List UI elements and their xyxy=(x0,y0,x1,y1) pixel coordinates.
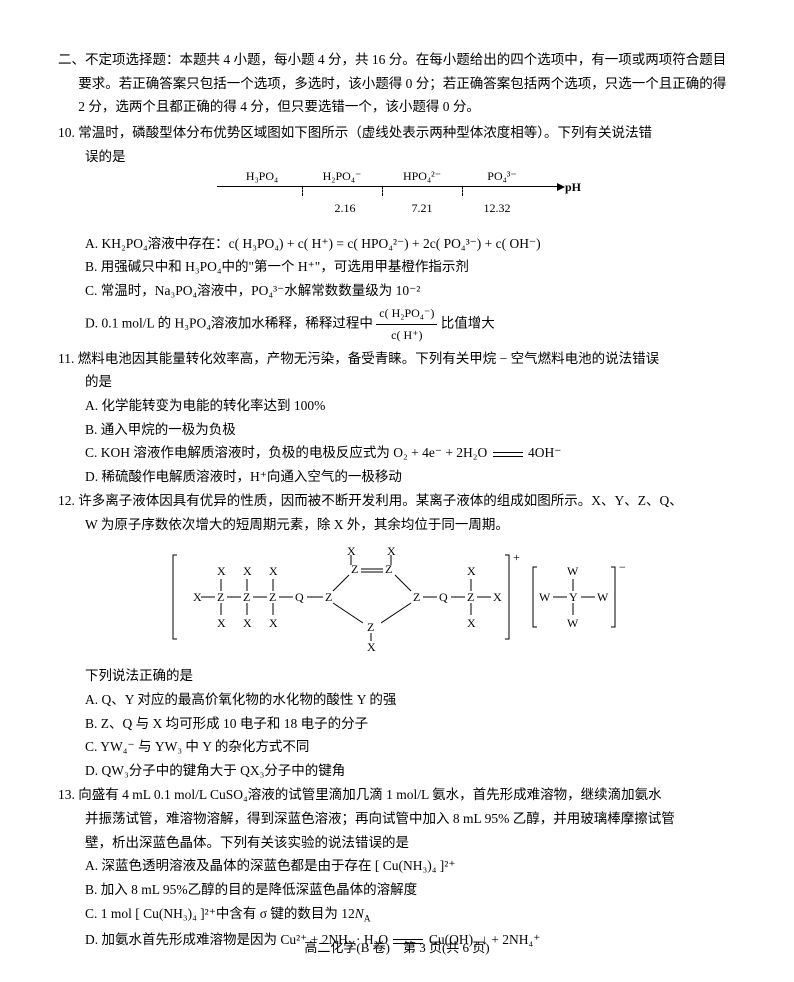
q13-stem-line1: 13. 向盛有 4 mL 0.1 mol/L CuSO₄溶液的试管里滴加几滴 1… xyxy=(58,783,736,807)
svg-text:X: X xyxy=(217,616,226,630)
question-11: 11. 燃料电池因其能量转化效率高，产物无污染，备受青睐。下列有关甲烷 − 空气… xyxy=(58,347,736,489)
svg-text:Z: Z xyxy=(243,590,250,604)
avogadro-a: A xyxy=(364,914,371,924)
q10-d-den: c( H⁺) xyxy=(376,325,437,346)
q11-option-b: B. 通入甲烷的一极为负极 xyxy=(58,418,736,442)
q10-stem-line1: 10. 常温时，磷酸型体分布优势区域图如下图所示（虚线处表示两种型体浓度相等）。… xyxy=(58,121,736,145)
q11-stem-line1: 11. 燃料电池因其能量转化效率高，产物无污染，备受青睐。下列有关甲烷 − 空气… xyxy=(58,347,736,371)
ph-tick-1: 7.21 xyxy=(412,198,433,219)
q12-option-a: A. Q、Y 对应的最高价氧化物的水化物的酸性 Y 的强 xyxy=(58,688,736,712)
q11-c-post: 4OH⁻ xyxy=(525,445,562,460)
q10-option-d: D. 0.1 mol/L 的 H₃PO₄溶液加水稀释，稀释过程中 c( H₂PO… xyxy=(58,303,736,346)
svg-text:X: X xyxy=(493,590,502,604)
svg-text:Q: Q xyxy=(439,590,448,604)
svg-text:Z: Z xyxy=(467,590,474,604)
svg-text:+: + xyxy=(513,550,520,564)
q13-stem-line3: 壁，析出深蓝色晶体。下列有关该实验的说法错误的是 xyxy=(58,831,736,855)
svg-text:X: X xyxy=(467,616,476,630)
svg-text:Y: Y xyxy=(569,590,578,604)
ph-species-2: HPO₄²⁻ xyxy=(403,166,441,187)
q13-option-b: B. 加入 8 mL 95%乙醇的目的是降低深蓝色晶体的溶解度 xyxy=(58,878,736,902)
svg-text:Z: Z xyxy=(269,590,276,604)
q12-options-head: 下列说法正确的是 xyxy=(58,664,736,688)
svg-text:Z: Z xyxy=(217,590,224,604)
q10-d-num: c( H₂PO₄⁻) xyxy=(376,303,437,325)
svg-text:X: X xyxy=(243,564,252,578)
q12-stem-line2: W 为原子序数依次增大的短周期元素，除 X 外，其余均位于同一周期。 xyxy=(58,513,736,537)
q12-option-d: D. QW₃分子中的键角大于 QX₃分子中的键角 xyxy=(58,759,736,783)
question-13: 13. 向盛有 4 mL 0.1 mol/L CuSO₄溶液的试管里滴加几滴 1… xyxy=(58,783,736,951)
page-footer: 高二化学(B 卷) 第 3 页(共 6 页) xyxy=(0,937,794,960)
svg-text:W: W xyxy=(567,616,579,630)
q10-d-pre: D. 0.1 mol/L 的 H₃PO₄溶液加水稀释，稀释过程中 xyxy=(85,315,376,330)
svg-text:Z: Z xyxy=(325,590,332,604)
section-header: 二、不定项选择题：本题共 4 小题，每小题 4 分，共 16 分。在每小题给出的… xyxy=(58,48,736,119)
q11-option-a: A. 化学能转变为电能的转化率达到 100% xyxy=(58,394,736,418)
ph-species-0: H₃PO₄ xyxy=(246,166,278,187)
svg-text:W: W xyxy=(539,590,551,604)
ionic-liquid-structure: + X Z X X Z X X Z X X Q xyxy=(167,543,627,651)
svg-text:Z: Z xyxy=(413,590,420,604)
ph-label: pH xyxy=(565,177,581,198)
svg-text:W: W xyxy=(567,564,579,578)
ph-species-3: PO₄³⁻ xyxy=(487,166,516,187)
question-12: 12. 许多离子液体因具有优异的性质，因而被不断开发利用。某离子液体的组成如图所… xyxy=(58,489,736,782)
svg-text:W: W xyxy=(597,590,609,604)
svg-text:X: X xyxy=(467,564,476,578)
svg-text:X: X xyxy=(243,616,252,630)
q11-option-d: D. 稀硫酸作电解质溶液时，H⁺向通入空气的一极移动 xyxy=(58,465,736,489)
q10-option-a: A. KH₂PO₄溶液中存在：c( H₃PO₄) + c( H⁺) = c( H… xyxy=(58,232,736,256)
question-10: 10. 常温时，磷酸型体分布优势区域图如下图所示（虚线处表示两种型体浓度相等）。… xyxy=(58,121,736,346)
q10-d-post: 比值增大 xyxy=(441,315,495,330)
q10-stem-line2: 误的是 xyxy=(58,145,736,169)
q11-c-pre: C. KOH 溶液作电解质溶液时，负极的电极反应式为 O₂ + 4e⁻ + 2H… xyxy=(85,445,491,460)
q12-option-c: C. YW₄⁻ 与 YW₃ 中 Y 的杂化方式不同 xyxy=(58,735,736,759)
avogadro-n: N xyxy=(355,906,364,921)
svg-text:X: X xyxy=(367,640,376,651)
svg-text:X: X xyxy=(269,616,278,630)
q11-stem-line2: 的是 xyxy=(58,370,736,394)
ph-species-1: H₂PO₄⁻ xyxy=(323,166,362,187)
q12-structure-diagram: + X Z X X Z X X Z X X Q xyxy=(58,543,736,659)
svg-text:X: X xyxy=(269,564,278,578)
q10-d-fraction: c( H₂PO₄⁻) c( H⁺) xyxy=(376,303,437,346)
svg-text:Z: Z xyxy=(351,562,358,576)
q12-stem-line1: 12. 许多离子液体因具有优异的性质，因而被不断开发利用。某离子液体的组成如图所… xyxy=(58,489,736,513)
svg-text:X: X xyxy=(347,544,356,558)
q10-option-b: B. 用强碱只中和 H₃PO₄中的"第一个 H⁺"，可选用甲基橙作指示剂 xyxy=(58,255,736,279)
ph-tick-2: 12.32 xyxy=(484,198,511,219)
svg-text:Q: Q xyxy=(295,590,304,604)
svg-text:X: X xyxy=(193,590,202,604)
q12-option-b: B. Z、Q 与 X 均可形成 10 电子和 18 电子的分子 xyxy=(58,712,736,736)
q13-option-c: C. 1 mol [ Cu(NH₃)₄ ]²⁺中含有 σ 键的数目为 12NA xyxy=(58,902,736,928)
svg-text:−: − xyxy=(619,560,626,574)
q10-option-c: C. 常温时，Na₃PO₄溶液中，PO₄³⁻水解常数数量级为 10⁻² xyxy=(58,279,736,303)
svg-text:X: X xyxy=(217,564,226,578)
q13-stem-line2: 并振荡试管，难溶物溶解，得到深蓝色溶液；再向试管中加入 8 mL 95% 乙醇，… xyxy=(58,807,736,831)
ph-tick-0: 2.16 xyxy=(335,198,356,219)
svg-text:X: X xyxy=(387,544,396,558)
equilibrium-arrow-icon xyxy=(491,449,525,458)
q11-option-c: C. KOH 溶液作电解质溶液时，负极的电极反应式为 O₂ + 4e⁻ + 2H… xyxy=(58,441,736,465)
q10-ph-diagram: H₃PO₄ H₂PO₄⁻ HPO₄²⁻ PO₄³⁻ 2.16 7.21 12.3… xyxy=(58,172,736,226)
q13-option-a: A. 深蓝色透明溶液及晶体的深蓝色都是由于存在 [ Cu(NH₃)₄ ]²⁺ xyxy=(58,854,736,878)
q13-c-pre: C. 1 mol [ Cu(NH₃)₄ ]²⁺中含有 σ 键的数目为 12 xyxy=(85,906,355,921)
svg-text:Z: Z xyxy=(367,620,374,634)
